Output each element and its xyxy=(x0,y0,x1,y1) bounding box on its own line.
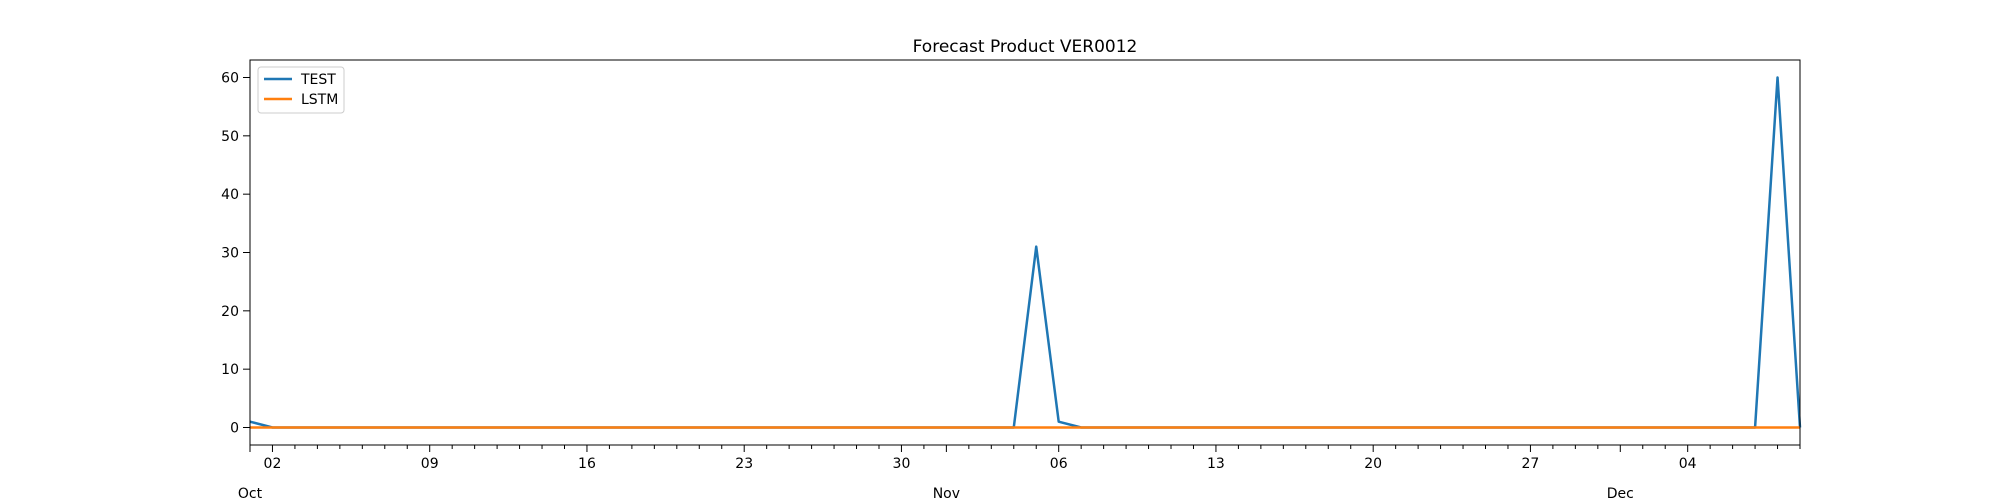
x-month-label: Nov xyxy=(933,486,960,500)
y-tick-label: 50 xyxy=(221,129,239,145)
y-tick-label: 40 xyxy=(221,187,239,203)
x-tick-label: 30 xyxy=(893,456,911,472)
y-tick-label: 10 xyxy=(221,362,239,378)
x-tick-label: 23 xyxy=(735,456,753,472)
y-axis: 0 10 20 30 40 50 60 xyxy=(221,71,250,437)
chart-title: Forecast Product VER0012 xyxy=(913,37,1138,57)
plot-frame xyxy=(249,59,1801,446)
x-tick-label: 13 xyxy=(1207,456,1225,472)
legend: TEST LSTM xyxy=(257,66,345,114)
legend-label-lstm: LSTM xyxy=(301,92,338,108)
y-tick-label: 60 xyxy=(221,71,239,87)
x-tick-label: 09 xyxy=(421,456,439,472)
x-tick-label: 20 xyxy=(1364,456,1382,472)
legend-label-test: TEST xyxy=(300,72,336,88)
x-month-label: Oct xyxy=(238,486,263,500)
y-tick-label: 30 xyxy=(221,246,239,262)
series-layer xyxy=(249,76,1802,429)
x-tick-label: 06 xyxy=(1050,456,1068,472)
x-axis: 02 09 16 23 30 06 13 20 27 04 Oct Nov Dec xyxy=(238,445,1801,500)
x-month-label: Dec xyxy=(1607,486,1634,500)
y-tick-label: 0 xyxy=(230,421,239,437)
x-tick-label: 04 xyxy=(1679,456,1697,472)
series-line-test xyxy=(249,76,1802,429)
x-tick-label: 16 xyxy=(578,456,596,472)
x-tick-label: 27 xyxy=(1522,456,1540,472)
y-tick-label: 20 xyxy=(221,304,239,320)
x-tick-label: 02 xyxy=(264,456,282,472)
